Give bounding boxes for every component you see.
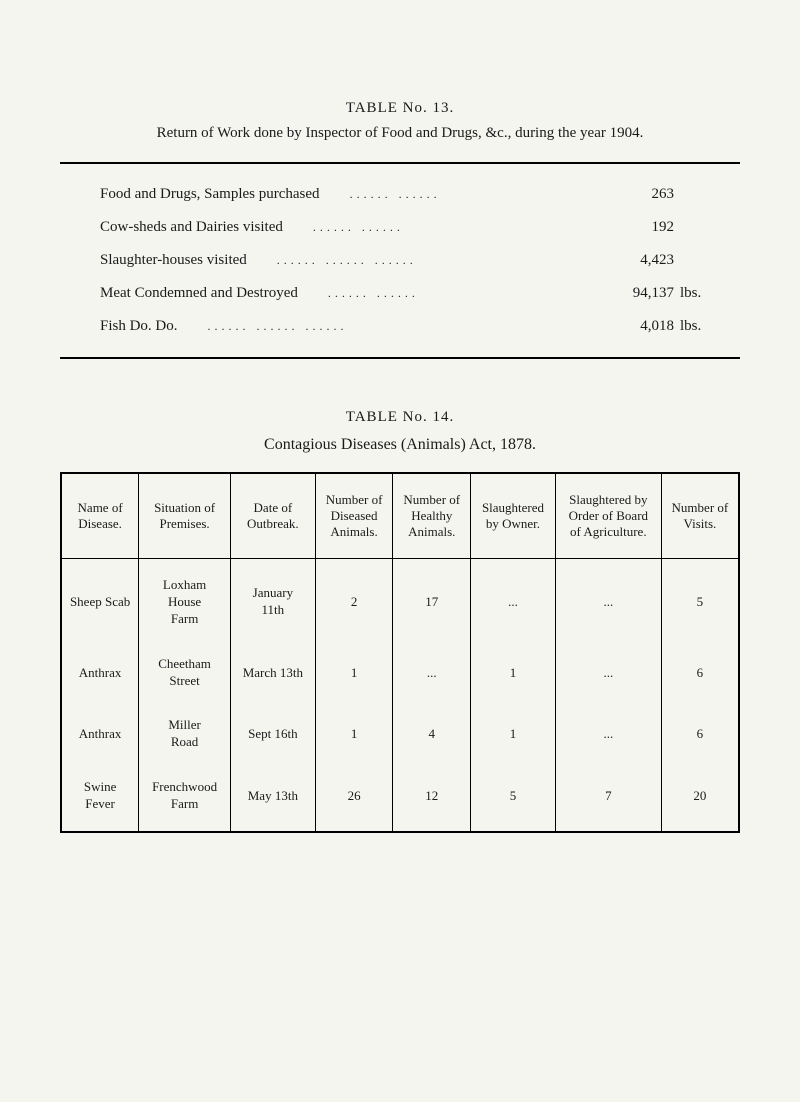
dots: ...... ...... [350,181,441,207]
dots: ...... ...... [328,280,419,306]
data-label: Meat Condemned and Destroyed [100,277,298,310]
table-cell-order: ... [555,559,661,642]
table-cell-diseased: 2 [315,559,393,642]
data-label: Cow-sheds and Dairies visited [100,211,283,244]
data-value: 4,423 [614,244,674,277]
table-cell-visits: 20 [661,765,739,832]
mid-title: Contagious Diseases (Animals) Act, 1878. [60,436,740,454]
table-cell-owner: 5 [471,765,556,832]
table-row: AnthraxCheethamStreetMarch 13th1...1...6 [61,642,739,704]
table-cell-name: Anthrax [61,703,139,765]
dots: ...... ...... ...... [277,247,417,273]
table-cell-diseased: 1 [315,703,393,765]
table-cell-healthy: 17 [393,559,471,642]
table-cell-situation: LoxhamHouseFarm [139,559,231,642]
data-label: Fish Do. Do. [100,310,178,343]
table-cell-order: 7 [555,765,661,832]
table-cell-date: March 13th [230,642,315,704]
table-cell-visits: 6 [661,642,739,704]
table-cell-date: January11th [230,559,315,642]
table-cell-visits: 6 [661,703,739,765]
table-row: SwineFeverFrenchwoodFarmMay 13th26125720 [61,765,739,832]
table-header: Number of Visits. [661,473,739,559]
table-cell-situation: FrenchwoodFarm [139,765,231,832]
table-header: Name of Disease. [61,473,139,559]
table-body: Sheep ScabLoxhamHouseFarmJanuary11th217.… [61,559,739,833]
table-header: Number of Diseased Animals. [315,473,393,559]
top-table-label: TABLE No. 13. [60,100,740,117]
table-cell-name: Sheep Scab [61,559,139,642]
table-row: AnthraxMillerRoadSept 16th141...6 [61,703,739,765]
table-cell-owner: ... [471,559,556,642]
table-cell-visits: 5 [661,559,739,642]
table-cell-situation: MillerRoad [139,703,231,765]
table-cell-healthy: ... [393,642,471,704]
data-row: Food and Drugs, Samples purchased ...... … [100,178,710,211]
table-cell-date: May 13th [230,765,315,832]
data-row: Meat Condemned and Destroyed ...... .....… [100,277,710,310]
data-value: 4,018 [614,310,674,343]
data-value: 263 [614,178,674,211]
mid-table-label: TABLE No. 14. [60,409,740,426]
table-row: Sheep ScabLoxhamHouseFarmJanuary11th217.… [61,559,739,642]
table-header: Date of Outbreak. [230,473,315,559]
table-cell-diseased: 1 [315,642,393,704]
diseases-table: Name of Disease.Situation of Premises.Da… [60,472,740,833]
data-unit: lbs. [680,277,710,310]
table-header: Slaughtered by Order of Board of Agricul… [555,473,661,559]
table-header-row: Name of Disease.Situation of Premises.Da… [61,473,739,559]
table-header: Slaughtered by Owner. [471,473,556,559]
data-row: Slaughter-houses visited ...... ...... ..… [100,244,710,277]
data-row: Fish Do. Do. ...... ...... ...... 4,018lbs… [100,310,710,343]
table-cell-owner: 1 [471,642,556,704]
table-cell-order: ... [555,703,661,765]
table-cell-name: SwineFever [61,765,139,832]
table-cell-owner: 1 [471,703,556,765]
table-cell-situation: CheethamStreet [139,642,231,704]
table-header: Situation of Premises. [139,473,231,559]
section-gap [60,359,740,409]
table-cell-healthy: 4 [393,703,471,765]
data-unit: lbs. [680,310,710,343]
table-cell-name: Anthrax [61,642,139,704]
dots: ...... ...... ...... [208,313,348,339]
page: TABLE No. 13. Return of Work done by Ins… [0,0,800,873]
table-cell-order: ... [555,642,661,704]
table-cell-date: Sept 16th [230,703,315,765]
data-row: Cow-sheds and Dairies visited ...... ....… [100,211,710,244]
data-value: 192 [614,211,674,244]
dots: ...... ...... [313,214,404,240]
table-header: Number of Healthy Animals. [393,473,471,559]
data-label: Slaughter-houses visited [100,244,247,277]
table-cell-healthy: 12 [393,765,471,832]
table-cell-diseased: 26 [315,765,393,832]
data-label: Food and Drugs, Samples purchased [100,178,320,211]
data-block: Food and Drugs, Samples purchased ...... … [60,164,740,357]
top-title: Return of Work done by Inspector of Food… [60,125,740,142]
data-value: 94,137 [614,277,674,310]
